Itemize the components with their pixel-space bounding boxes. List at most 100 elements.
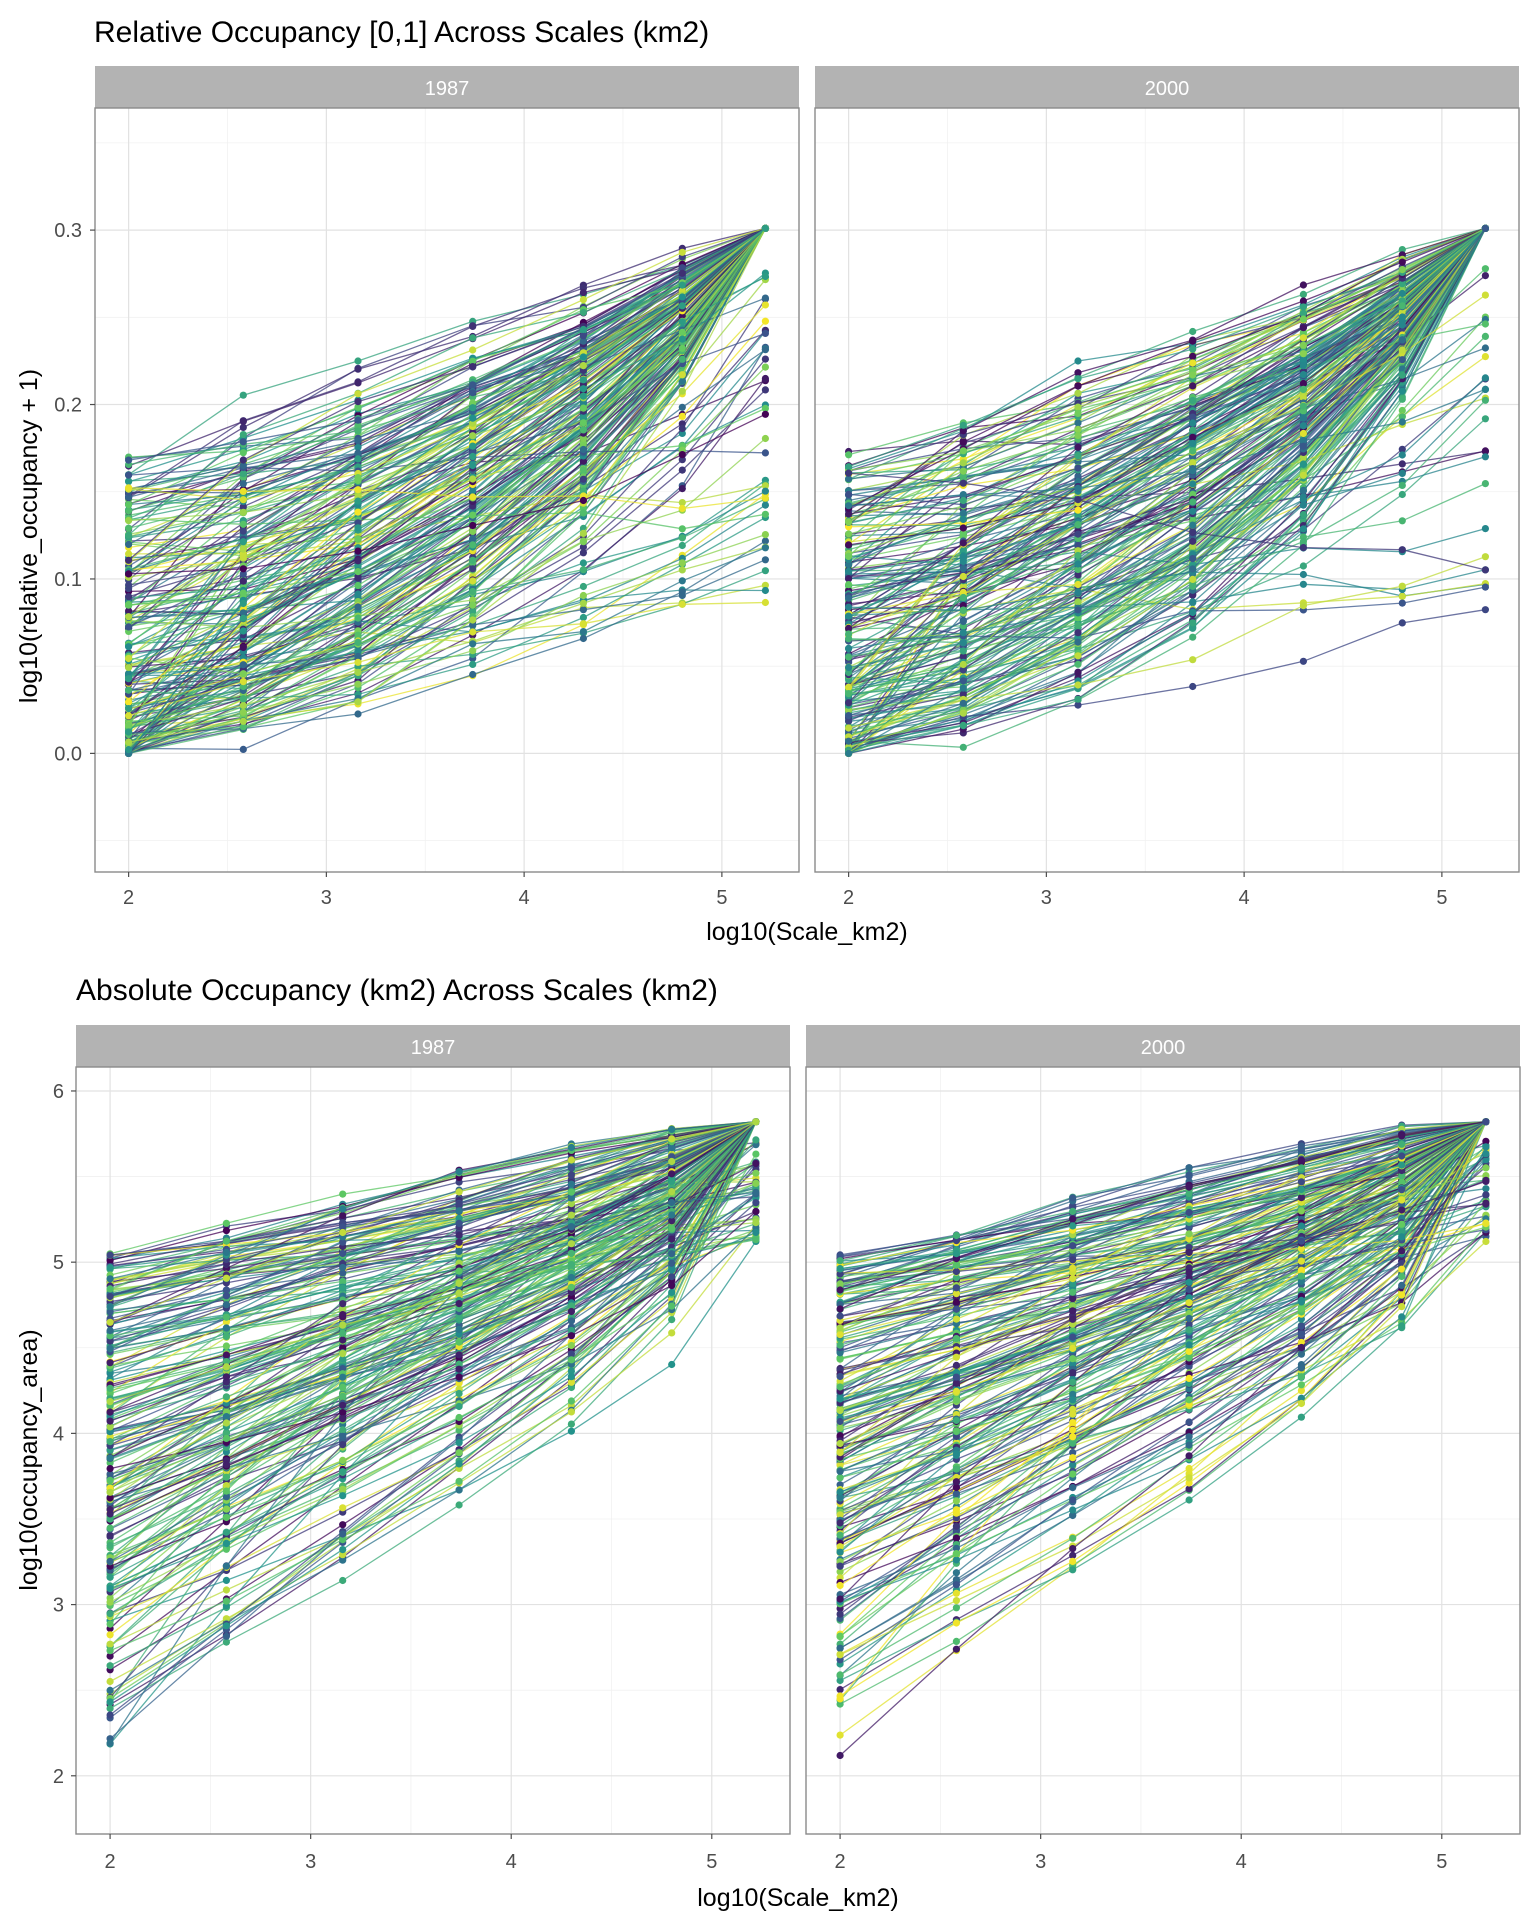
series-point xyxy=(469,475,477,483)
series-point xyxy=(579,475,588,483)
series-point xyxy=(959,743,967,751)
series-point xyxy=(1481,396,1489,404)
series-point xyxy=(106,1704,114,1713)
series-point xyxy=(1189,656,1197,664)
series-point xyxy=(678,577,686,585)
series-point xyxy=(1074,521,1082,529)
series-point xyxy=(1074,598,1082,606)
series-point xyxy=(1398,356,1406,364)
series-point xyxy=(469,346,477,354)
series-point xyxy=(1074,431,1082,440)
series-point xyxy=(845,630,853,638)
series-point xyxy=(959,479,967,487)
y-tick-label: 0.3 xyxy=(54,220,82,242)
series-point xyxy=(678,456,686,464)
series-point xyxy=(469,452,477,461)
series-point xyxy=(222,1342,230,1350)
series-point xyxy=(125,484,133,492)
series-point xyxy=(678,566,686,574)
series-point xyxy=(125,686,133,694)
series-point xyxy=(469,389,477,397)
series-point xyxy=(469,556,477,564)
series-point xyxy=(354,379,362,387)
series-point xyxy=(354,390,362,398)
series-point xyxy=(239,609,247,617)
series-point xyxy=(761,510,770,518)
series-point xyxy=(959,421,967,429)
series-point xyxy=(239,480,247,488)
series-point xyxy=(239,527,247,535)
series-point xyxy=(125,593,133,601)
series-point xyxy=(845,581,853,589)
series-point xyxy=(354,557,362,565)
series-point xyxy=(579,337,588,345)
series-point xyxy=(1398,599,1406,607)
series-point xyxy=(354,652,362,661)
series-point xyxy=(354,398,362,406)
series-point xyxy=(125,623,133,631)
series-point xyxy=(1299,487,1307,495)
series-point xyxy=(1074,695,1082,703)
series-point xyxy=(959,721,967,730)
series-point xyxy=(239,496,247,504)
series-point xyxy=(678,485,686,493)
series-point xyxy=(222,1473,230,1481)
series-point xyxy=(579,376,588,384)
series-point xyxy=(239,456,247,464)
series-point xyxy=(354,590,362,598)
plot-title-relative: Relative Occupancy [0,1] Across Scales (… xyxy=(94,16,709,49)
series-point xyxy=(1189,498,1197,506)
series-point xyxy=(567,1420,576,1428)
series-point xyxy=(1189,608,1197,617)
series-point xyxy=(1481,553,1489,561)
y-axis-relative: 0.00.10.20.3 xyxy=(54,220,95,765)
series-point xyxy=(1189,555,1197,563)
series-point xyxy=(1481,291,1489,299)
series-point xyxy=(239,723,247,731)
series-point xyxy=(761,363,770,371)
series-point xyxy=(761,586,770,595)
series-point xyxy=(579,426,588,434)
series-point xyxy=(1398,469,1406,477)
series-point xyxy=(469,419,477,427)
series-point xyxy=(678,377,686,385)
series-point xyxy=(1299,385,1307,393)
series-point xyxy=(354,449,362,457)
panel-border xyxy=(94,107,800,873)
series-point xyxy=(1299,510,1307,519)
series-point xyxy=(845,451,853,459)
series-point xyxy=(579,634,588,643)
series-point xyxy=(125,613,133,621)
series-point xyxy=(469,647,477,655)
series-point xyxy=(354,631,362,639)
series-point xyxy=(845,644,853,653)
series-point xyxy=(845,699,853,707)
series-point xyxy=(1074,443,1082,451)
series-point xyxy=(239,538,247,546)
series-point xyxy=(239,570,247,578)
series-point xyxy=(579,496,588,505)
series-point xyxy=(1189,396,1197,405)
strip-label-relative-1987: 1987 xyxy=(425,78,470,100)
series-point xyxy=(579,538,588,546)
series-point xyxy=(354,535,362,543)
series-point xyxy=(354,710,362,718)
series-point xyxy=(1074,464,1082,472)
series-point xyxy=(845,737,853,745)
series-point xyxy=(959,509,967,517)
series-point xyxy=(761,598,770,607)
series-point xyxy=(1189,598,1197,606)
series-point xyxy=(1481,566,1489,574)
series-point xyxy=(959,639,967,647)
series-point xyxy=(125,738,133,746)
series-point xyxy=(761,346,770,354)
series-point xyxy=(354,455,362,463)
series-point xyxy=(761,482,770,490)
series-point xyxy=(469,616,477,624)
series-point xyxy=(1299,303,1307,311)
series-point xyxy=(678,451,686,459)
series-point xyxy=(239,520,247,528)
